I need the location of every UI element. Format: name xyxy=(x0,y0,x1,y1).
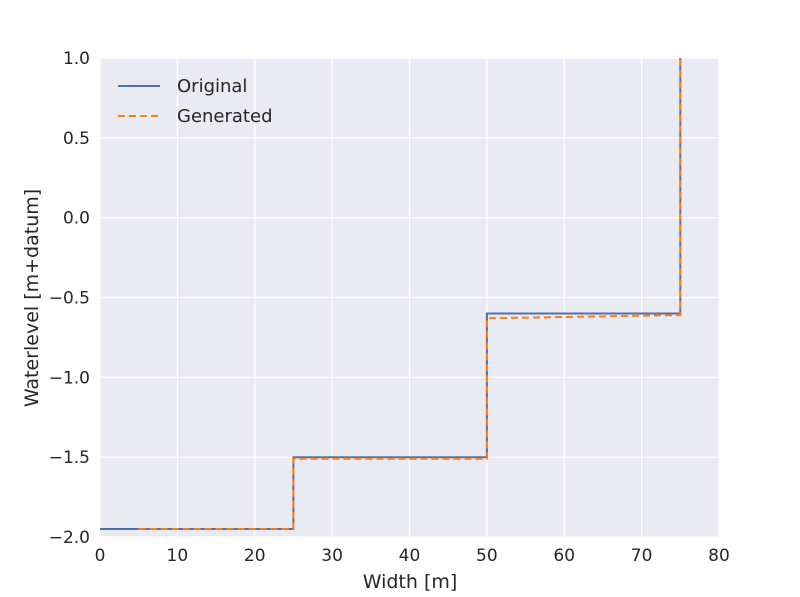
y-tick-label: −0.5 xyxy=(49,289,90,309)
y-axis-ticks: 1.0 0.5 0.0 −0.5 −1.0 −1.5 −2.0 xyxy=(49,49,90,548)
legend-label-generated: Generated xyxy=(177,106,273,127)
y-tick-label: 0.0 xyxy=(63,209,90,229)
x-tick-label: 80 xyxy=(708,546,730,566)
x-tick-label: 50 xyxy=(476,546,498,566)
x-tick-label: 20 xyxy=(244,546,266,566)
x-axis-label: Width [m] xyxy=(363,571,458,593)
series-group xyxy=(100,58,682,530)
y-tick-label: −1.5 xyxy=(49,448,90,468)
legend-label-original: Original xyxy=(177,76,247,97)
series-line-generated xyxy=(138,58,682,530)
x-tick-label: 70 xyxy=(631,546,653,566)
x-tick-label: 0 xyxy=(95,546,106,566)
x-tick-label: 40 xyxy=(399,546,421,566)
y-tick-label: −2.0 xyxy=(49,528,90,548)
y-tick-label: 0.5 xyxy=(63,129,90,149)
x-tick-label: 30 xyxy=(321,546,343,566)
y-tick-label: −1.0 xyxy=(49,368,90,388)
x-tick-label: 10 xyxy=(167,546,189,566)
legend: Original Generated xyxy=(118,76,273,127)
x-tick-label: 60 xyxy=(553,546,575,566)
y-axis-label: Waterlevel [m+datum] xyxy=(21,189,43,407)
x-axis-ticks: 0 10 20 30 40 50 60 70 80 xyxy=(95,546,730,566)
y-tick-label: 1.0 xyxy=(63,49,90,69)
